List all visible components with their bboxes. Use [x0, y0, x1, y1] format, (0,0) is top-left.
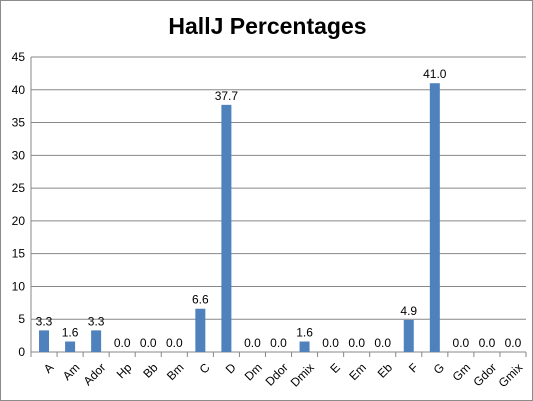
data-label: 0.0: [453, 336, 470, 350]
x-tick-label: Em: [346, 360, 369, 383]
data-label: 0.0: [244, 336, 261, 350]
data-label: 0.0: [140, 336, 157, 350]
x-tick-label: Bb: [140, 360, 161, 381]
data-label: 3.3: [88, 314, 105, 328]
data-label: 0.0: [374, 336, 391, 350]
bar: [91, 330, 101, 352]
data-label: 37.7: [215, 89, 239, 103]
y-tick-label: 15: [12, 247, 26, 261]
y-tick-label: 30: [12, 148, 26, 162]
x-tick-label: Bm: [164, 360, 187, 383]
x-tick-label: F: [406, 360, 421, 375]
x-tick-label: Am: [60, 360, 83, 383]
y-tick-label: 40: [12, 83, 26, 97]
data-label: 0.0: [114, 336, 131, 350]
y-tick-label: 10: [12, 279, 26, 293]
bar: [39, 330, 49, 352]
x-tick-label: A: [41, 360, 57, 376]
data-label: 1.6: [296, 326, 313, 340]
data-label: 0.0: [166, 336, 183, 350]
data-label: 0.0: [505, 336, 522, 350]
y-tick-label: 45: [12, 50, 26, 64]
data-label: 0.0: [348, 336, 365, 350]
x-tick-label: Gmix: [496, 360, 526, 390]
data-label: 0.0: [270, 336, 287, 350]
bar: [430, 83, 440, 352]
x-tick-label: D: [223, 360, 239, 376]
data-label: 4.9: [400, 304, 417, 318]
x-tick-label: Gdor: [470, 360, 499, 389]
data-label: 41.0: [423, 67, 447, 81]
x-tick-label: Ador: [81, 360, 109, 388]
x-tick-label: Dmix: [288, 360, 317, 389]
bar: [300, 342, 310, 352]
data-label: 1.6: [62, 326, 79, 340]
x-tick-label: G: [431, 360, 448, 377]
y-tick-label: 25: [12, 181, 26, 195]
bar: [404, 320, 414, 352]
x-tick-label: Hp: [114, 360, 135, 381]
x-tick-label: C: [197, 360, 213, 376]
y-tick-label: 20: [12, 214, 26, 228]
data-label: 6.6: [192, 293, 209, 307]
x-tick-label: Eb: [375, 360, 396, 381]
y-tick-label: 5: [18, 312, 25, 326]
data-label: 0.0: [322, 336, 339, 350]
data-label: 0.0: [479, 336, 496, 350]
bar: [221, 105, 231, 352]
bar: [195, 309, 205, 352]
x-tick-label: Gm: [450, 360, 474, 384]
y-tick-label: 35: [12, 116, 26, 130]
y-tick-label: 0: [18, 345, 25, 359]
x-tick-label: Ddor: [263, 360, 291, 388]
x-tick-label: E: [327, 360, 343, 376]
x-tick-label: Dm: [242, 360, 265, 383]
data-label: 3.3: [36, 314, 53, 328]
bar: [65, 342, 75, 352]
